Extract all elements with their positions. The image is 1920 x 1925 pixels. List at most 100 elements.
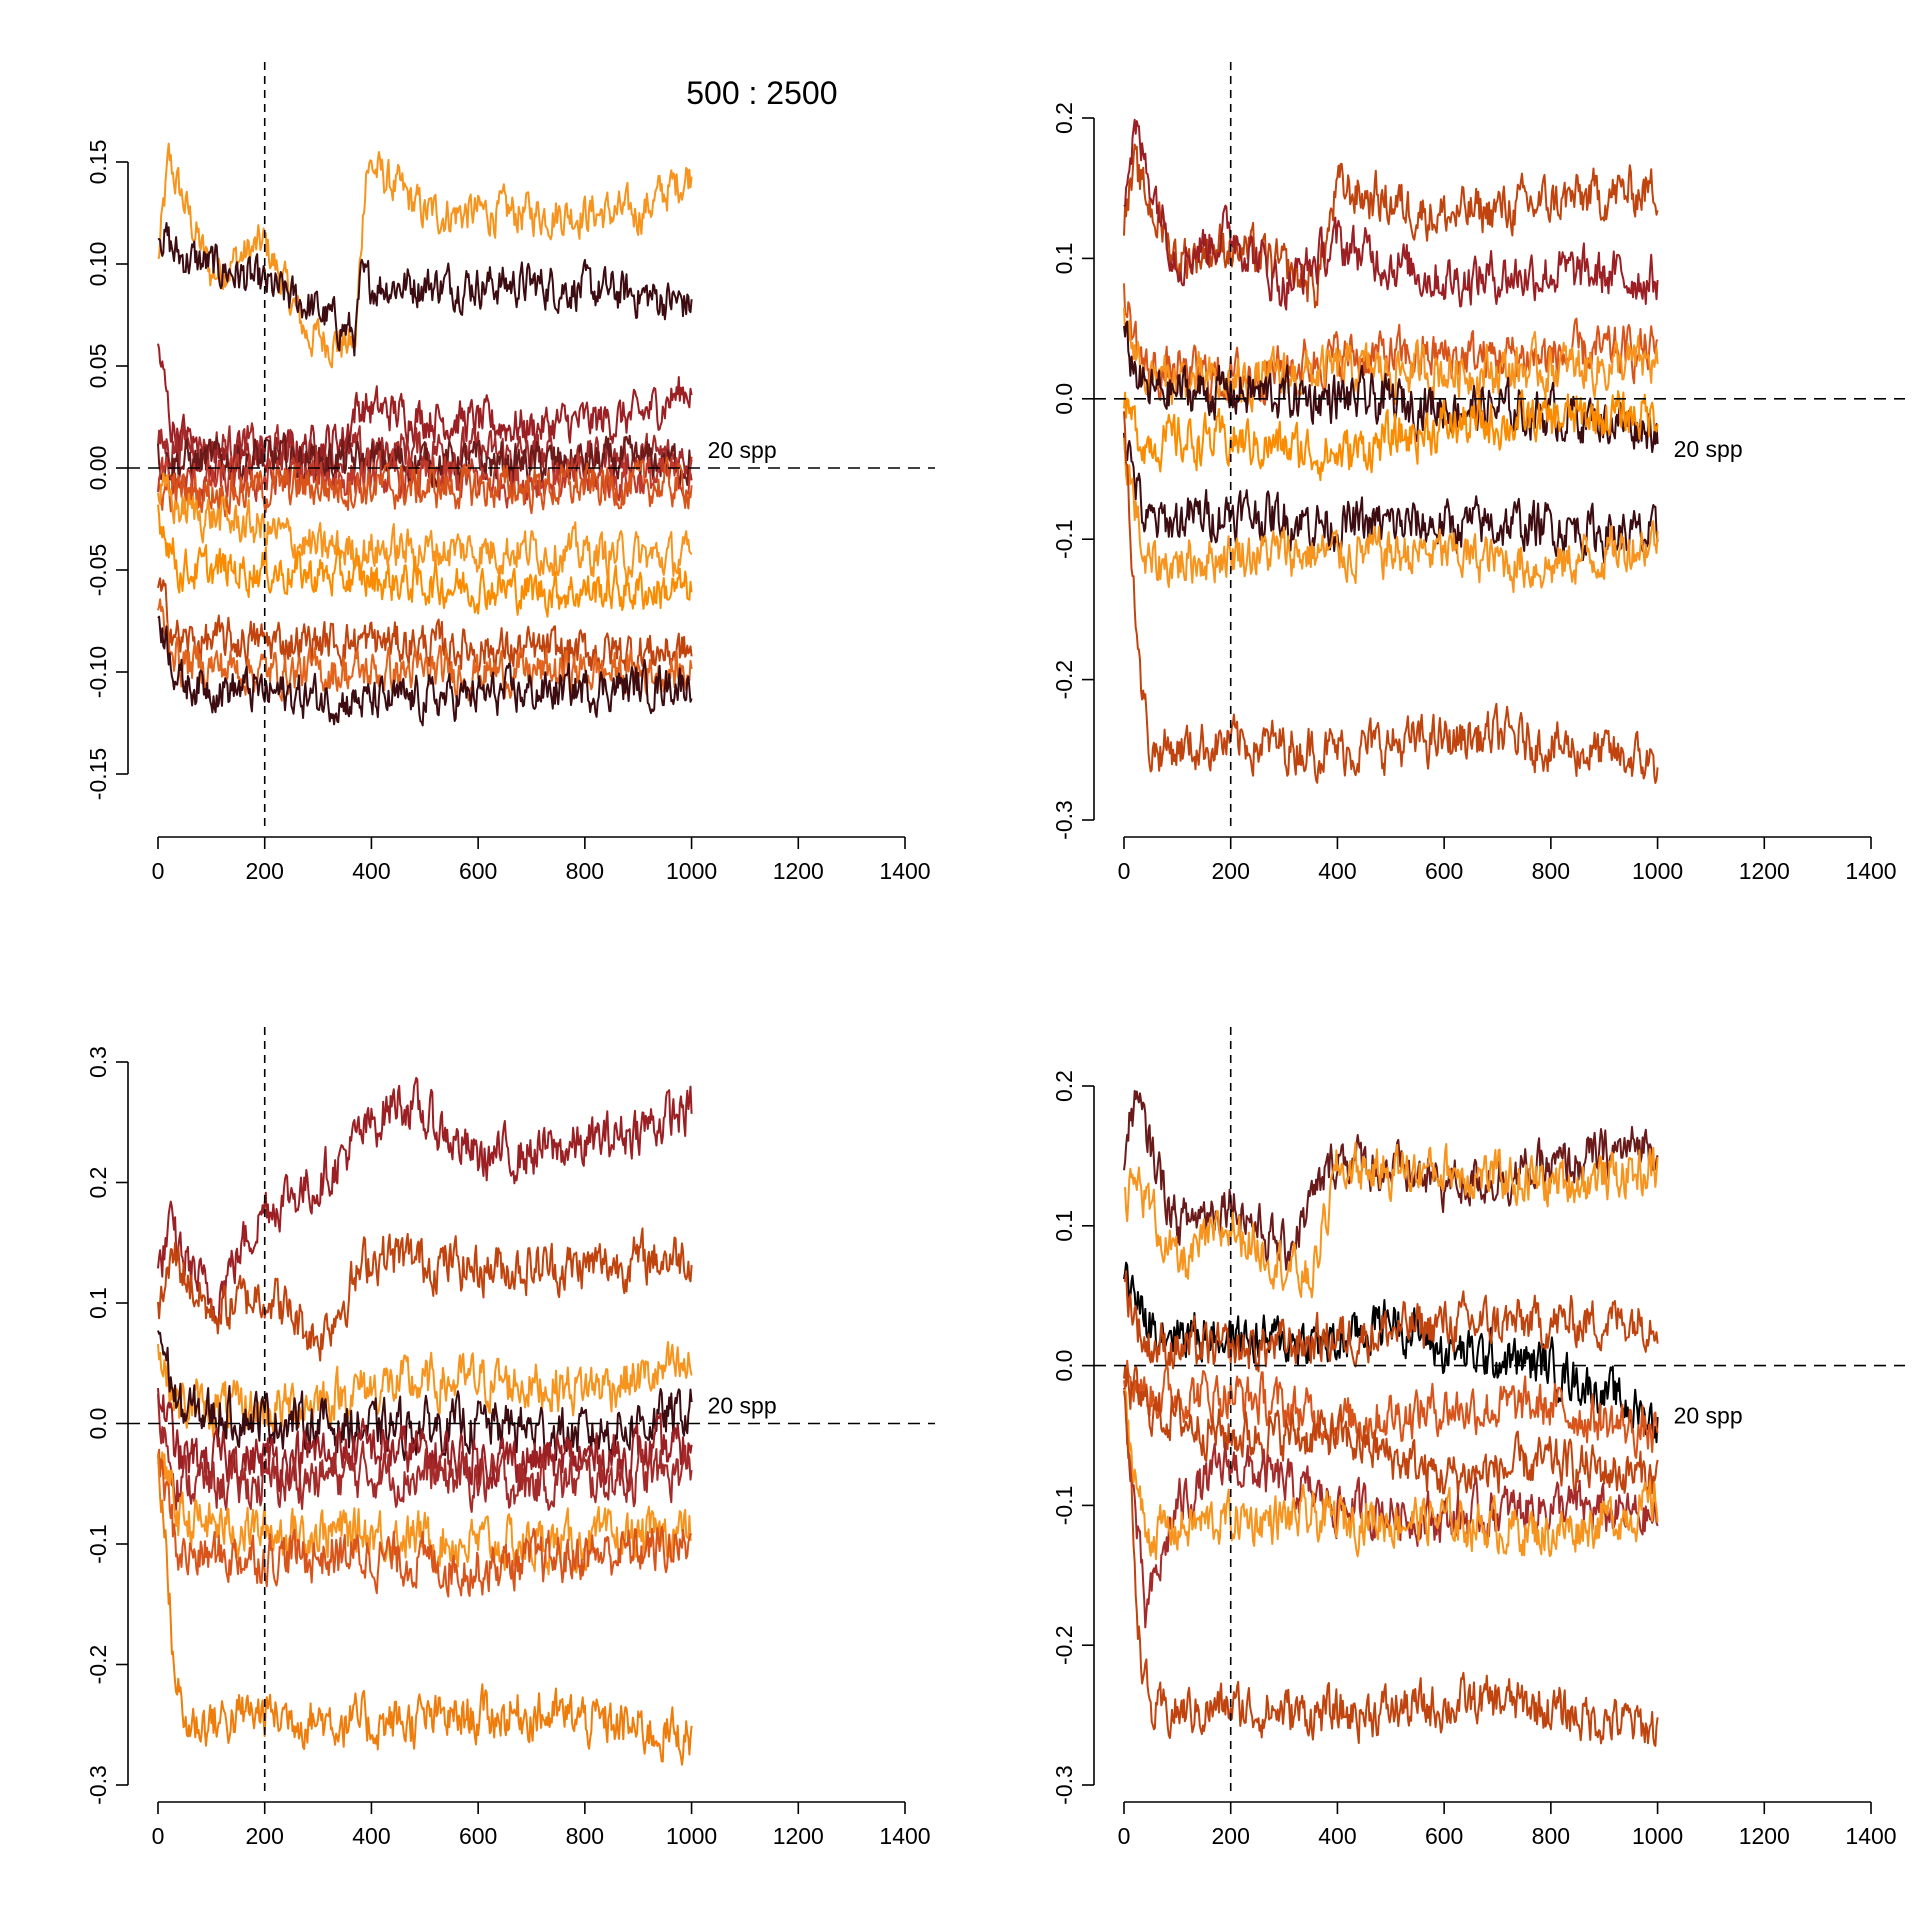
- series-line-5: [157, 1388, 693, 1493]
- series-line-8: [157, 472, 693, 582]
- x-tick-label: 800: [566, 1823, 604, 1849]
- y-tick-label: -0.2: [1051, 660, 1077, 700]
- series-line-2: [1123, 1141, 1659, 1299]
- y-tick-label: -0.1: [1051, 519, 1077, 559]
- y-tick-label: 0.2: [1051, 102, 1077, 134]
- series-line-9: [157, 504, 693, 618]
- series-line-1: [1123, 143, 1659, 309]
- species-count-annotation: 20 spp: [708, 1393, 777, 1419]
- x-tick-label: 200: [1212, 858, 1250, 884]
- species-count-annotation: 20 spp: [708, 437, 777, 463]
- series-line-7: [157, 1451, 693, 1576]
- series-line-8: [157, 1448, 692, 1598]
- y-tick-label: 0.00: [85, 446, 111, 491]
- y-tick-label: -0.3: [1051, 1765, 1077, 1805]
- x-tick-label: 1000: [666, 1823, 717, 1849]
- x-tick-label: 600: [459, 858, 497, 884]
- series-line-2: [157, 1227, 693, 1362]
- species-count-annotation: 20 spp: [1674, 1403, 1743, 1429]
- series-line-4: [157, 1330, 693, 1462]
- x-tick-label: 1000: [1632, 858, 1683, 884]
- chart-panel-2: 0 200 400 600 800 1000 1200 1400 -0.3 -0.2 -0.1 0.0…: [1051, 62, 1905, 884]
- x-tick-label: 200: [246, 858, 284, 884]
- x-tick-label: 1200: [1739, 858, 1790, 884]
- x-tick-label: 1400: [1845, 1823, 1896, 1849]
- series-line-4: [1123, 307, 1659, 413]
- y-tick-label: -0.1: [85, 1524, 111, 1564]
- x-tick-label: 1400: [879, 858, 930, 884]
- x-tick-label: 1400: [1845, 858, 1896, 884]
- x-tick-label: 0: [152, 858, 165, 884]
- chart-panel-3: 0 200 400 600 800 1000 1200 1400 -0.3 -0.2 -0.1 0.0…: [85, 1027, 935, 1849]
- y-tick-label: -0.10: [85, 646, 111, 698]
- y-tick-label: -0.3: [1051, 800, 1077, 840]
- y-tick-label: 0.15: [85, 140, 111, 185]
- series-line-3: [1123, 1261, 1659, 1444]
- species-count-annotation: 20 spp: [1674, 436, 1743, 462]
- series-line-9: [1123, 411, 1659, 784]
- x-tick-label: 400: [1318, 1823, 1356, 1849]
- y-tick-label: 0.10: [85, 242, 111, 287]
- x-tick-label: 600: [1425, 858, 1463, 884]
- series-line-5: [157, 432, 693, 488]
- chart-panel-4: 0 200 400 600 800 1000 1200 1400 -0.3 -0.2 -0.1 0.0…: [1051, 1027, 1905, 1849]
- x-tick-label: 200: [1212, 1823, 1250, 1849]
- y-tick-label: -0.2: [1051, 1625, 1077, 1665]
- series-line-12: [157, 615, 693, 727]
- x-tick-label: 1000: [666, 858, 717, 884]
- x-tick-label: 200: [246, 1823, 284, 1849]
- y-tick-label: -0.1: [1051, 1486, 1077, 1526]
- series-line-1: [157, 1076, 693, 1327]
- x-tick-label: 1200: [773, 858, 824, 884]
- x-tick-label: 400: [352, 858, 390, 884]
- y-tick-label: 0.2: [85, 1167, 111, 1199]
- y-tick-label: 0.1: [85, 1287, 111, 1319]
- series-line-9: [157, 1453, 693, 1766]
- series-line-6: [1123, 389, 1659, 482]
- x-tick-label: 400: [1318, 858, 1356, 884]
- x-tick-label: 0: [152, 1823, 165, 1849]
- y-tick-label: 0.2: [1051, 1070, 1077, 1102]
- series-line-1: [1123, 1089, 1659, 1271]
- x-tick-label: 0: [1118, 858, 1131, 884]
- series-line-7: [1123, 432, 1659, 564]
- y-tick-label: 0.0: [1051, 383, 1077, 415]
- x-tick-label: 1000: [1632, 1823, 1683, 1849]
- series-line-6: [157, 1393, 693, 1513]
- y-tick-label: -0.05: [85, 544, 111, 596]
- chart-panel-1: 0 200 400 600 800 1000 1200 1400 -0.15 -0.10 -0.05…: [85, 62, 935, 884]
- series-line-6: [1123, 1364, 1659, 1502]
- series-line-4: [1123, 1270, 1659, 1373]
- y-tick-label: 0.05: [85, 344, 111, 389]
- x-tick-label: 400: [352, 1823, 390, 1849]
- series-line-5: [1123, 1359, 1659, 1459]
- series-line-8: [1123, 1388, 1659, 1561]
- series-line-2: [1123, 118, 1659, 311]
- x-tick-label: 0: [1118, 1823, 1131, 1849]
- y-tick-label: 0.0: [1051, 1350, 1077, 1382]
- series-line-7: [1123, 1387, 1659, 1629]
- y-tick-label: -0.3: [85, 1765, 111, 1805]
- y-tick-label: 0.0: [85, 1408, 111, 1440]
- x-tick-label: 1200: [1739, 1823, 1790, 1849]
- x-tick-label: 1200: [773, 1823, 824, 1849]
- series-line-9: [1123, 1390, 1659, 1747]
- x-tick-label: 800: [1532, 858, 1570, 884]
- y-tick-label: -0.15: [85, 748, 111, 800]
- series-line-8: [1123, 437, 1659, 594]
- y-tick-label: 0.3: [85, 1046, 111, 1078]
- x-tick-label: 1400: [879, 1823, 930, 1849]
- series-line-2: [157, 222, 693, 357]
- y-tick-label: 0.1: [1051, 242, 1077, 274]
- x-tick-label: 800: [566, 858, 604, 884]
- x-tick-label: 800: [1532, 1823, 1570, 1849]
- y-tick-label: -0.2: [85, 1645, 111, 1685]
- series-line-7: [157, 456, 693, 518]
- y-tick-label: 0.1: [1051, 1210, 1077, 1242]
- chart-title: 500 : 2500: [686, 75, 837, 111]
- x-tick-label: 600: [459, 1823, 497, 1849]
- series-line-1: [157, 142, 693, 369]
- x-tick-label: 600: [1425, 1823, 1463, 1849]
